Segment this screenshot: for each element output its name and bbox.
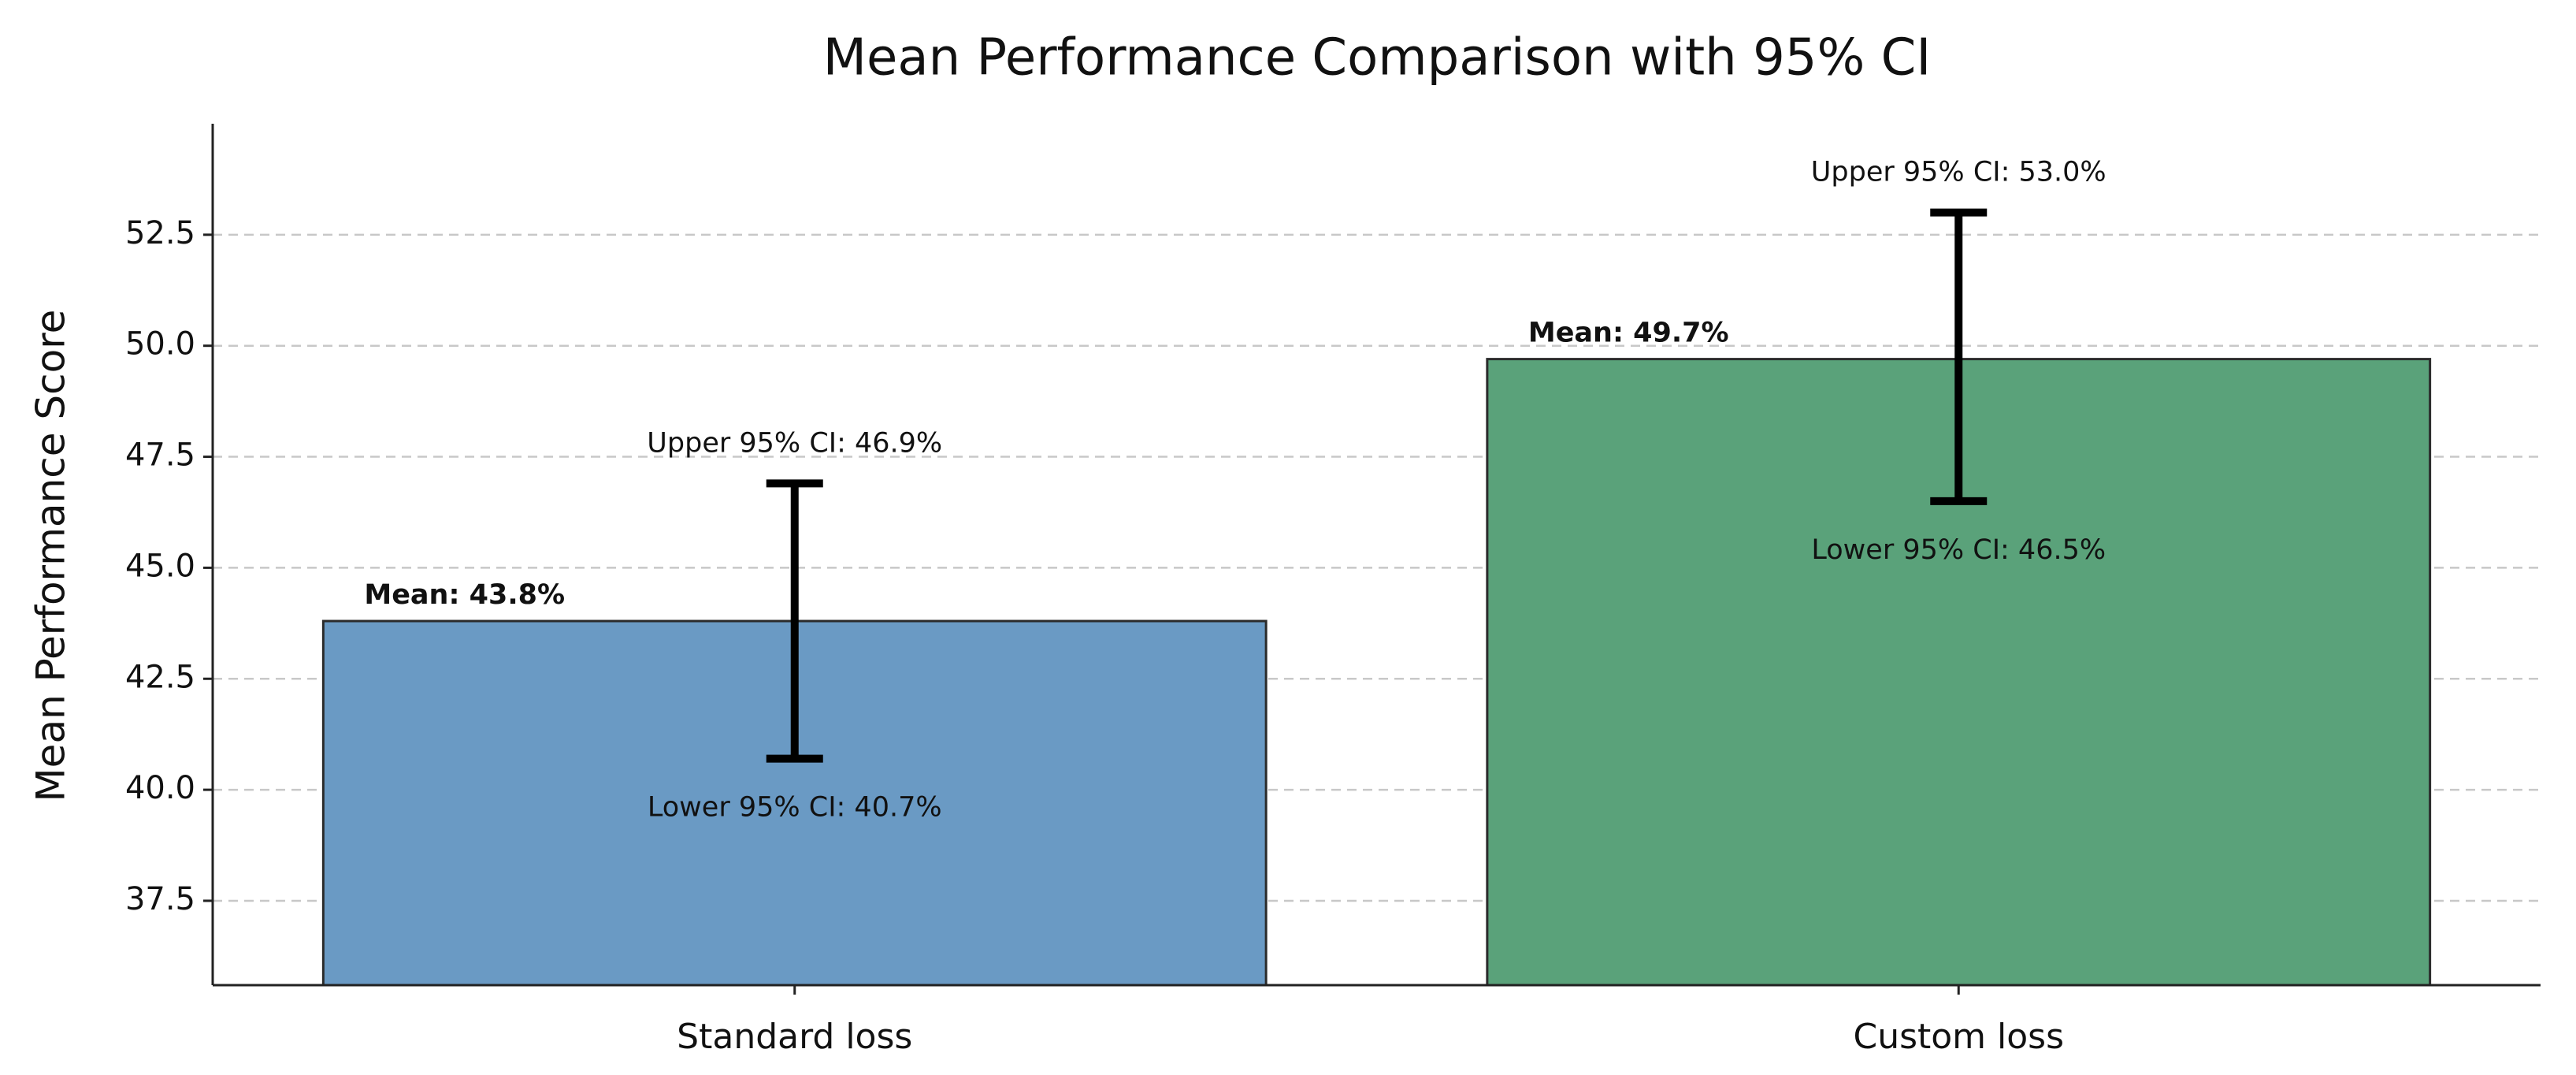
y-tick-label: 47.5 [125, 437, 195, 474]
bar [321, 619, 1268, 987]
y-tick-label: 52.5 [125, 215, 195, 251]
y-tick-label: 37.5 [125, 881, 195, 917]
mean-label: Mean: 43.8% [364, 579, 565, 611]
y-axis-label: Mean Performance Score [28, 310, 74, 802]
ci-lower-label: Lower 95% CI: 46.5% [1811, 534, 2106, 566]
y-tick-label: 50.0 [125, 326, 195, 363]
x-tick-label: Standard loss [677, 1017, 912, 1057]
y-tick-label: 40.0 [125, 770, 195, 806]
mean-label: Mean: 49.7% [1528, 318, 1729, 349]
chart-title: Mean Performance Comparison with 95% CI [823, 29, 1931, 87]
y-tick-label: 45.0 [125, 548, 195, 584]
x-tick-label: Custom loss [1853, 1017, 2064, 1057]
ci-upper-label: Upper 95% CI: 46.9% [647, 427, 942, 459]
ci-upper-label: Upper 95% CI: 53.0% [1811, 157, 2106, 188]
ci-lower-label: Lower 95% CI: 40.7% [648, 792, 942, 824]
y-tick-label: 42.5 [125, 659, 195, 695]
